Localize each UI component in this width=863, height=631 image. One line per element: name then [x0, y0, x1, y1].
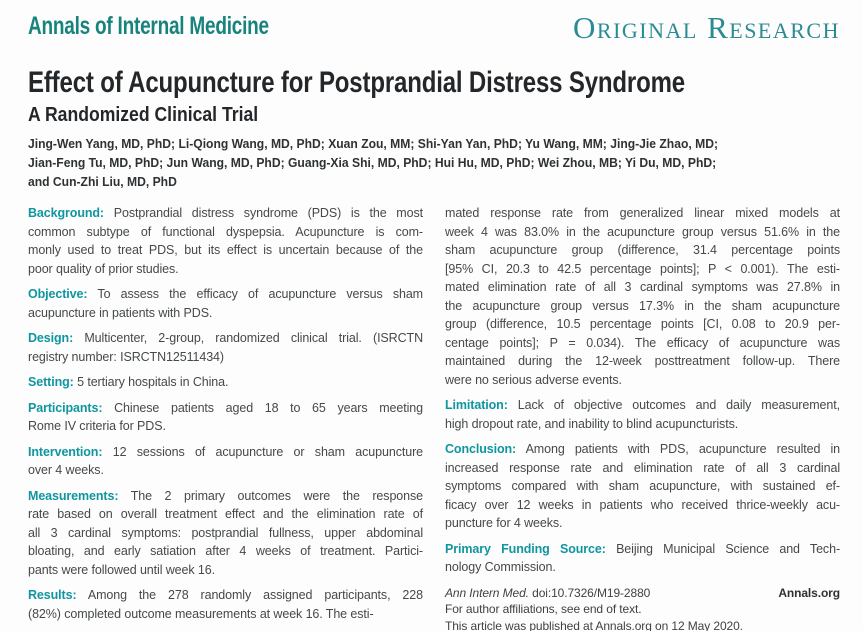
abstract-line: Setting: 5 tertiary hospitals in China. [28, 375, 229, 389]
abstract-section: mated response rate from generalized lin… [445, 204, 840, 389]
abstract: Background: Postprandial distress syndro… [28, 204, 840, 631]
category-banner: Original Research [573, 10, 840, 45]
abstract-line: week 4 was 83.0% in the acupuncture grou… [445, 224, 840, 239]
abstract-line: Measurements: The 2 primary outcomes wer… [28, 488, 423, 503]
published-note: This article was published at Annals.org… [445, 618, 743, 631]
journal-abbreviation: Ann Intern Med. [445, 585, 529, 600]
abstract-section: Limitation: Lack of objective outcomes a… [445, 396, 840, 433]
section-label: Results: [28, 588, 77, 602]
abstract-section: Primary Funding Source: Beijing Municipa… [445, 540, 840, 577]
author-list: Jing-Wen Yang, MD, PhD; Li-Qiong Wang, M… [28, 135, 840, 192]
abstract-section: Participants: Chinese patients aged 18 t… [28, 399, 423, 436]
author-line: Jing-Wen Yang, MD, PhD; Li-Qiong Wang, M… [28, 137, 719, 151]
abstract-right-sections: mated response rate from generalized lin… [445, 204, 840, 577]
abstract-line: high dropout rate, and inability to blin… [445, 416, 739, 431]
article-subtitle: A Randomized Clinical Trial [28, 104, 259, 126]
abstract-line: sham acupuncture group (difference, 31.4… [445, 243, 840, 257]
annals-org-link[interactable]: Annals.org [778, 585, 840, 600]
author-line: and Cun-Zhi Liu, MD, PhD [28, 175, 177, 189]
abstract-line: mated elimination rate of all 3 cardinal… [445, 280, 840, 294]
abstract-line: Rome IV criteria for PDS. [28, 419, 166, 433]
citation: Ann Intern Med. doi:10.7326/M19-2880 [445, 585, 650, 602]
abstract-line: ficacy over 12 weeks in patients who rec… [445, 497, 840, 512]
citation-row: Ann Intern Med. doi:10.7326/M19-2880 Ann… [445, 585, 840, 602]
abstract-line: acupuncture in patients with PDS. [28, 305, 213, 320]
abstract-section: Measurements: The 2 primary outcomes wer… [28, 487, 423, 580]
abstract-section: Results: Among the 278 randomly assigned… [28, 586, 423, 623]
abstract-line: group (difference, 10.5 percentage point… [445, 317, 840, 331]
masthead: Annals of Internal Medicine Original Res… [28, 12, 840, 44]
abstract-line: maintained during the 12-week posttreatm… [445, 354, 840, 368]
abstract-line: (82%) completed outcome measurements at … [28, 606, 374, 621]
doi-text: doi:10.7326/M19-2880 [532, 585, 651, 600]
abstract-line: common subtype of functional dyspepsia. … [28, 224, 423, 239]
abstract-section: Setting: 5 tertiary hospitals in China. [28, 373, 423, 392]
journal-logo: Annals of Internal Medicine [28, 12, 269, 40]
abstract-line: registry number: ISRCTN12511434) [28, 349, 224, 364]
author-line: Jian-Feng Tu, MD, PhD; Jun Wang, MD, PhD… [28, 156, 717, 170]
abstract-line: rate based on overall treatment effect a… [28, 507, 423, 521]
abstract-line: Background: Postprandial distress syndro… [28, 206, 423, 220]
abstract-line: [95% CI, 20.3 to 42.5 percentage points]… [445, 261, 840, 276]
section-label: Measurements: [28, 488, 119, 503]
affiliations-note: For author affiliations, see end of text… [445, 602, 642, 616]
section-label: Participants: [28, 400, 103, 415]
abstract-line: Objective: To assess the efficacy of acu… [28, 287, 423, 301]
abstract-section: Objective: To assess the efficacy of acu… [28, 285, 423, 322]
abstract-line: over 4 weeks. [28, 463, 104, 477]
abstract-line: bloating, and early satiation after 4 we… [28, 544, 423, 558]
abstract-section: Design: Multicenter, 2-group, randomized… [28, 329, 423, 366]
abstract-left-column: Background: Postprandial distress syndro… [28, 204, 423, 631]
section-label: Intervention: [28, 444, 103, 459]
abstract-line: poor quality of prior studies. [28, 261, 179, 276]
abstract-line: puncture for 4 weeks. [445, 516, 563, 530]
section-label: Conclusion: [445, 442, 517, 456]
abstract-line: symptoms compared with sham acupuncture,… [445, 479, 840, 493]
abstract-line: the acupuncture group versus 17.3% in th… [445, 298, 840, 313]
abstract-line: Design: Multicenter, 2-group, randomized… [28, 331, 423, 345]
abstract-line: were no serious adverse events. [445, 372, 622, 387]
section-label: Setting: [28, 375, 74, 389]
abstract-section: Conclusion: Among patients with PDS, acu… [445, 440, 840, 533]
section-label: Design: [28, 331, 74, 345]
abstract-line: monly used to treat PDS, but its effect … [28, 243, 423, 257]
abstract-line: Conclusion: Among patients with PDS, acu… [445, 442, 840, 456]
page-title: Effect of Acupuncture for Postprandial D… [28, 66, 685, 99]
abstract-line: Intervention: 12 sessions of acupuncture… [28, 444, 423, 459]
abstract-line: pants were followed until week 16. [28, 562, 215, 577]
section-label: Primary Funding Source: [445, 541, 606, 556]
abstract-line: centage points]; P = 0.034). The efficac… [445, 335, 840, 350]
abstract-right-column: mated response rate from generalized lin… [445, 204, 840, 631]
abstract-line: Participants: Chinese patients aged 18 t… [28, 400, 423, 415]
abstract-line: mated response rate from generalized lin… [445, 206, 840, 220]
abstract-section: Intervention: 12 sessions of acupuncture… [28, 443, 423, 480]
abstract-section: Background: Postprandial distress syndro… [28, 204, 423, 278]
abstract-line: Limitation: Lack of objective outcomes a… [445, 398, 840, 412]
abstract-line: all 3 cardinal symptoms: postprandial fu… [28, 525, 423, 540]
footer: Ann Intern Med. doi:10.7326/M19-2880 Ann… [445, 585, 840, 631]
section-label: Background: [28, 206, 104, 220]
abstract-line: Primary Funding Source: Beijing Municipa… [445, 541, 841, 556]
abstract-line: increased response rate and elimination … [445, 460, 840, 475]
abstract-line: nology Commission. [445, 560, 556, 574]
abstract-line: Results: Among the 278 randomly assigned… [28, 588, 423, 602]
section-label: Objective: [28, 287, 88, 301]
section-label: Limitation: [445, 398, 508, 412]
